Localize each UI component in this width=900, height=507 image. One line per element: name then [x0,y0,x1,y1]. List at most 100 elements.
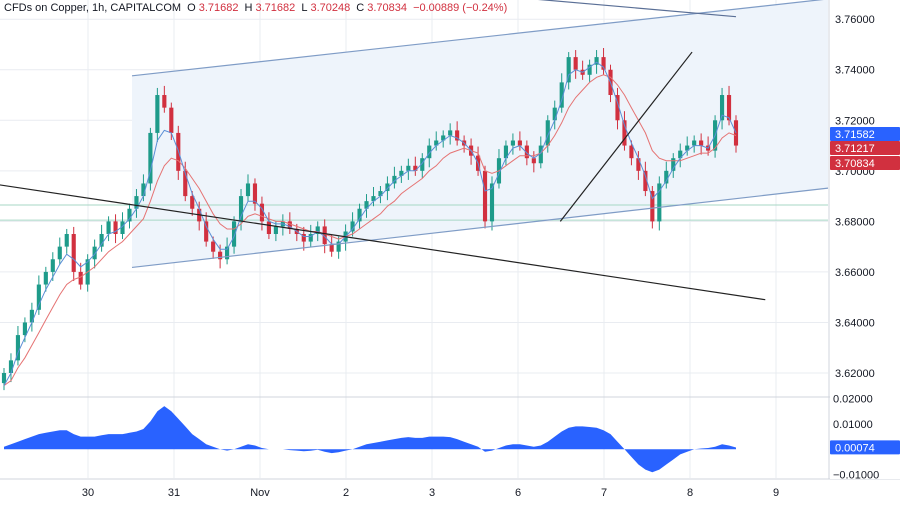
candle-body [594,57,599,65]
price-tick-label: 3.64000 [835,317,875,329]
price-tick-label: 3.62000 [835,368,875,380]
low-label: L [301,2,308,14]
candle-body [99,234,104,247]
time-tick-label: 6 [515,487,521,499]
oscillator-tick-label: 0.02000 [833,394,873,406]
trendline-channel-upper [131,0,824,77]
candle-body [482,170,488,222]
candle-body [392,175,397,184]
open-value: 3.71682 [198,2,239,14]
candle-body [273,226,278,235]
candle-body [573,57,578,70]
time-tick-label: 8 [687,487,693,499]
candle-body [287,221,292,229]
symbol-label: CFDs on Copper, 1h, CAPITALCOM [4,2,182,14]
candle-body [685,145,690,151]
candle-body [71,234,76,272]
candle-body [657,183,662,222]
candle-body [664,170,669,184]
candle-body [455,130,460,141]
candle-body [413,165,418,171]
price-marker-bg [830,141,900,155]
candle-body [64,234,69,247]
candle-body [671,158,676,171]
candle-body [148,132,153,184]
price-tick-label: 3.76000 [835,14,875,26]
price-marker-bg [830,127,900,141]
time-tick-label: 7 [601,487,607,499]
price-tick-label: 3.66000 [835,267,875,279]
oscillator-marker-label: 0.00074 [835,442,875,454]
candle-body [371,196,376,202]
ma-slow-line [3,74,737,387]
candle-body [357,208,362,222]
candle-body [225,246,230,260]
candle-body [106,221,111,235]
candle-body [399,170,404,176]
oscillator-tick-label: 0.01000 [833,419,873,431]
legend-header: CFDs on Copper, 1h, CAPITALCOM O 3.71682 … [4,2,510,14]
candle-body [134,196,139,209]
candle-body [15,335,21,361]
candle-body [489,183,495,222]
candle-body [448,130,453,136]
oscillator-tick-label: −0.01000 [833,470,879,482]
candle-body [336,241,341,252]
time-tick-label: 31 [168,487,180,499]
candle-body [385,183,390,192]
candle-body [308,234,313,242]
candle-body [127,208,132,222]
close-value: 3.70834 [367,2,407,14]
open-label: O [187,2,196,14]
candle-body [8,360,14,373]
price-axis-bg [830,0,900,479]
candle-body [50,259,55,272]
price-marker-label: 3.71582 [835,129,875,141]
candle-body [315,226,320,235]
candle-body [1,372,7,384]
candle-body [733,120,739,146]
candle-body [57,246,62,260]
change-value: −0.00889 (−0.24%) [413,2,508,14]
candle-body [211,241,216,252]
candle-body [517,140,522,146]
candle-body [692,140,697,146]
candle-body [678,150,683,159]
time-tick-label: 3 [429,487,435,499]
candle-body [441,135,446,141]
price-marker-label: 3.70834 [835,158,875,170]
candle-body [545,120,550,146]
candle-body [113,221,118,235]
candle-body [92,246,97,260]
candle-body [155,95,160,133]
candle-body [643,170,648,192]
candle-body [566,57,571,83]
candle-body [503,145,509,159]
close-label: C [356,2,365,14]
candle-body [78,271,83,285]
candle-body [636,158,641,171]
candle-body [301,234,306,242]
price-tick-label: 3.68000 [835,216,875,228]
ma-fast-line [3,61,737,386]
trendline-channel-lower [131,187,829,269]
candle-body [238,196,244,222]
trendline-rising-support [559,51,693,222]
candle-body [245,183,251,197]
high-label: H [244,2,253,14]
time-axis-bg [0,480,900,502]
candle-body [538,145,543,164]
trendline-top-descending-line [537,0,737,18]
candle-body [266,221,271,235]
candle-body [434,140,439,146]
candle-body [322,226,327,245]
time-tick-label: 2 [343,487,349,499]
candle-body [204,221,209,242]
price-tick-label: 3.72000 [835,115,875,127]
candle-body [36,284,41,310]
candle-body [378,191,383,197]
time-tick-label: Nov [250,487,270,499]
price-marker-bg [830,156,900,170]
candle-body [622,120,627,146]
